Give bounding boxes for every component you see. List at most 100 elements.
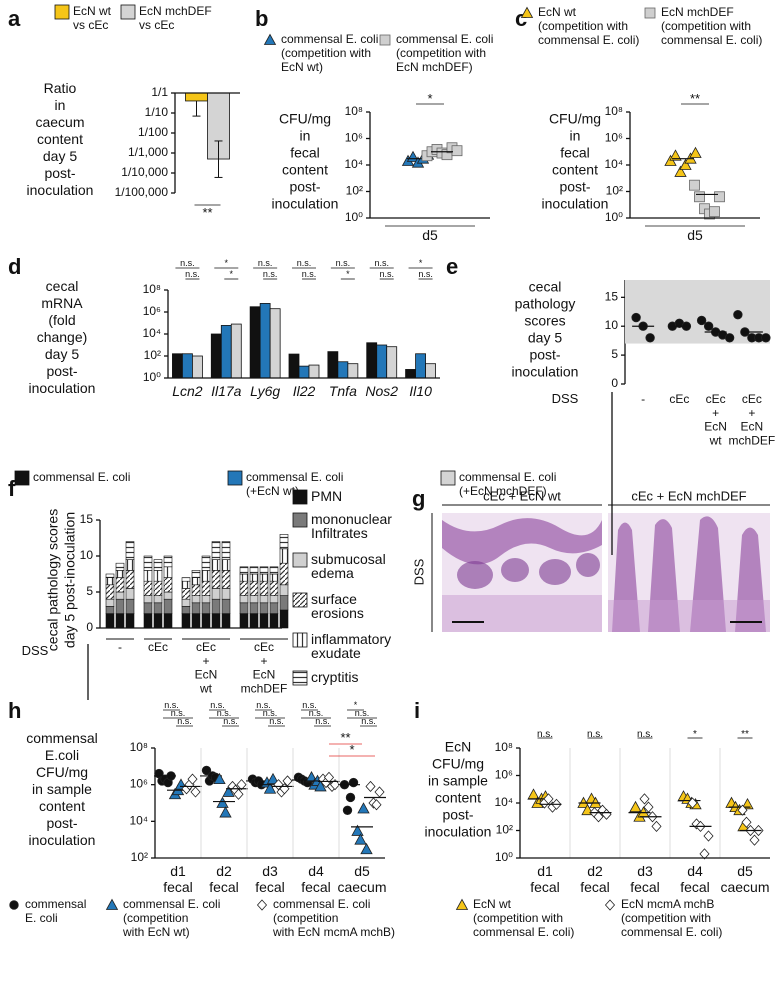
legend-label: commensal E. coli <box>25 897 86 925</box>
x-tick-label: d2 fecal <box>580 863 610 895</box>
point <box>643 801 654 813</box>
point <box>703 321 714 331</box>
y-tick-label: 10² <box>496 823 513 837</box>
bar <box>415 353 426 379</box>
point <box>348 777 359 788</box>
bar-segment <box>143 595 153 604</box>
y-tick-label: 0 <box>611 376 618 390</box>
y-tick-label: 10⁴ <box>344 157 363 171</box>
legend-label: cryptitis <box>311 669 358 685</box>
bar-segment <box>249 613 259 629</box>
bar-segment <box>105 573 115 578</box>
y-tick-label: 1/1 <box>151 85 168 99</box>
legend-label: commensal E. coli (competition with EcN wt… <box>122 897 220 939</box>
bar <box>308 364 320 379</box>
legend-label: commensal E. coli <box>33 470 130 484</box>
point <box>679 158 692 170</box>
legend-marker <box>604 899 616 911</box>
significance-label: n.s. <box>269 716 284 726</box>
bar-segment <box>211 613 221 629</box>
bar-segment <box>221 613 231 629</box>
x-tick-label: cEc <box>148 640 168 654</box>
legend-marker <box>105 898 119 910</box>
y-axis-title: cecal mRNA (fold change) day 5 post-inoculati… <box>29 278 96 396</box>
y-tick-label: 10⁸ <box>605 104 623 118</box>
significance-label: n.s. <box>258 258 273 268</box>
point <box>645 333 655 343</box>
x-tick-label: Ly6g <box>250 383 280 399</box>
bar-segment <box>269 573 279 582</box>
bar-segment <box>125 588 135 600</box>
x-tick-label: d4 fecal <box>680 863 710 895</box>
bar-segment <box>249 602 259 614</box>
bar-segment <box>115 613 125 629</box>
significance-label: * <box>419 258 423 268</box>
legend-swatch <box>120 4 136 20</box>
legend-swatch <box>292 552 308 568</box>
bar-segment <box>181 613 191 629</box>
bar <box>185 92 208 102</box>
bar-segment <box>153 613 163 629</box>
bar-segment <box>115 591 125 600</box>
significance-label: * <box>225 258 229 268</box>
bar-segment <box>239 595 249 604</box>
legend-label: submucosal edema <box>311 551 386 581</box>
y-tick-label: 10⁶ <box>605 131 623 145</box>
bar-segment <box>125 541 135 560</box>
significance-label: ** <box>340 730 350 745</box>
significance-label: n.s. <box>637 729 653 740</box>
bar <box>327 351 339 379</box>
significance-label: n.s. <box>263 269 278 279</box>
significance-label: n.s. <box>374 258 389 268</box>
point <box>201 765 212 776</box>
x-tick-label: cEc <box>669 392 689 406</box>
panel-label: h <box>8 698 21 723</box>
point <box>329 779 341 791</box>
bar-segment <box>163 591 173 600</box>
bar-segment <box>115 598 125 614</box>
y-tick-label: 10⁸ <box>345 104 363 118</box>
bar-segment <box>115 577 125 593</box>
legend-swatch <box>440 470 456 486</box>
bar-segment <box>221 541 231 560</box>
legend-label: EcN mcmA mchB (competition with commensal … <box>621 897 722 939</box>
bar-segment <box>221 598 231 614</box>
significance-label: ** <box>202 205 212 220</box>
y-axis-title: cecal pathology scoresday 5 post-inocula… <box>44 509 77 651</box>
significance-label: * <box>354 700 358 710</box>
point <box>696 315 707 326</box>
point <box>724 333 735 343</box>
bar-segment <box>125 570 135 589</box>
bar-segment <box>125 613 135 629</box>
y-axis-title: CFU/mg in fecal content post-inoculation <box>272 110 339 211</box>
legend-label: EcN wt (competition with commensal E. coli… <box>473 897 574 939</box>
bar-segment <box>259 602 269 614</box>
point <box>263 782 277 794</box>
point <box>216 796 229 808</box>
bar-segment <box>239 580 249 596</box>
legend-marker <box>520 6 534 18</box>
x-tick-label: Nos2 <box>365 383 398 399</box>
point <box>323 771 335 783</box>
bar-segment <box>269 595 279 604</box>
x-tick-label: d2 fecal <box>209 863 239 895</box>
bar-segment <box>249 595 259 604</box>
x-tick-label: Il22 <box>293 383 316 399</box>
significance-label: n.s. <box>217 708 232 718</box>
panel-label: e <box>446 254 458 279</box>
bar-segment <box>201 602 211 614</box>
bar-segment <box>259 580 269 596</box>
significance-label: n.s. <box>302 269 317 279</box>
legend-label: commensal E. coli (+EcN wt) <box>246 470 343 498</box>
bar-segment <box>105 584 115 600</box>
legend-marker <box>263 33 277 45</box>
crypt <box>501 558 529 582</box>
point <box>733 309 743 320</box>
legend-swatch <box>54 4 70 20</box>
significance-label: ** <box>741 729 749 740</box>
bar <box>210 333 222 379</box>
point <box>639 793 650 805</box>
x-tick-label: Lcn2 <box>172 383 203 399</box>
bar-segment <box>279 562 289 586</box>
point <box>273 779 284 791</box>
